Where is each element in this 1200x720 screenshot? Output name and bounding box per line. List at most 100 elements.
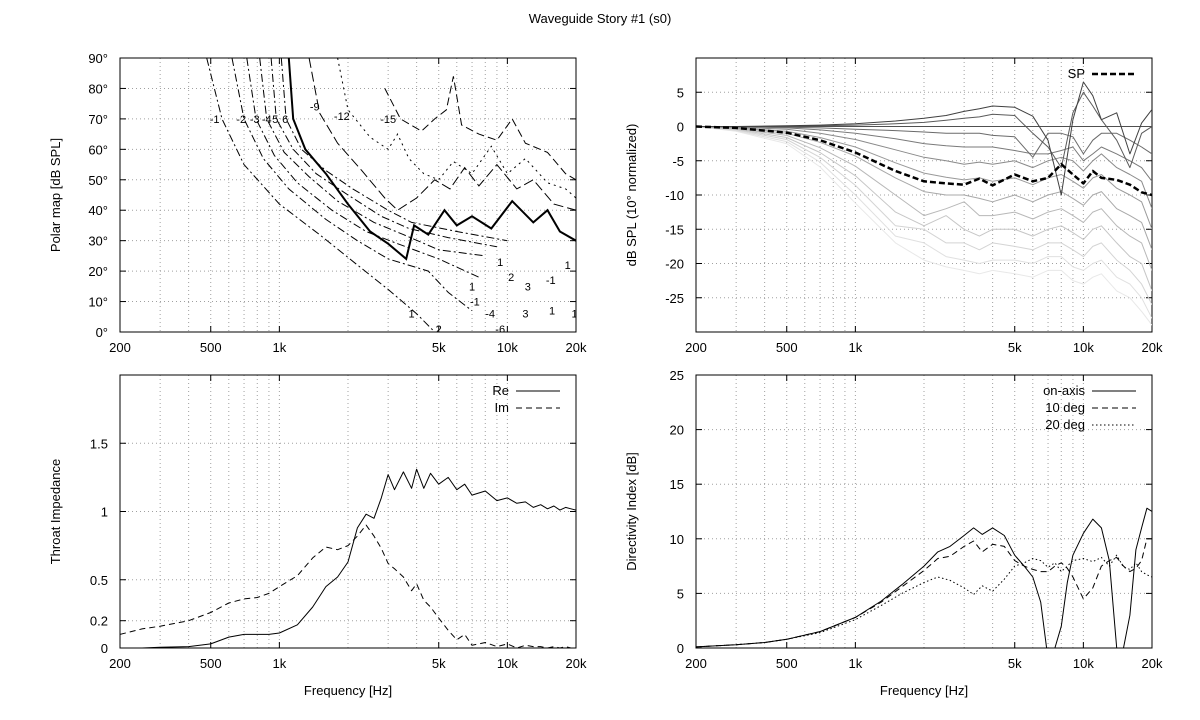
contour-label: -1 [546,275,556,287]
y-axis-label: Polar map [dB SPL] [48,138,63,252]
y-tick-label: 0° [96,325,108,340]
y-tick-label: 0.5 [90,573,108,588]
y-tick-label: 1.5 [90,436,108,451]
y-tick-label: 90° [88,51,108,66]
x-tick-label: 1k [272,656,286,671]
contour-label: 3 [522,309,528,321]
x-tick-label: 20k [566,340,587,355]
x-tick-label: 200 [685,656,707,671]
y-axis-label: Directivity Index [dB] [624,452,639,571]
x-tick-label: 10k [497,656,518,671]
panel-normalized-spl: 200 500 1k 5k 10k 20k 5 0 -5 -10 -15 -20 -25 dB SPL (… [624,57,1163,355]
series-line [696,126,1152,292]
y-tick-label: 0 [677,120,684,135]
x-tick-label: 500 [200,340,222,355]
grid [120,58,576,332]
y-tick-label: 70° [88,112,108,127]
contour-line [384,76,576,181]
x-tick-label: 500 [200,656,222,671]
figure-title: Waveguide Story #1 (s0) [529,11,672,26]
series-line [696,126,1152,319]
contour-label: 2 [436,324,442,336]
y-tick-label: -5 [672,154,684,169]
contour-label: 6 [282,114,288,126]
x-tick-label: 20k [1142,340,1163,355]
contour-label: -15 [380,114,396,126]
y-tick-label: 10 [670,532,684,547]
contour-line [280,58,508,242]
x-axis-label: Frequency [Hz] [880,683,968,698]
x-tick-label: 200 [109,656,131,671]
series-line [696,538,1152,648]
x-tick-label: 10k [1073,656,1094,671]
grid [120,375,576,648]
legend-label: 20 deg [1045,417,1085,432]
x-tick-label: 20k [566,656,587,671]
x-tick-label: 500 [776,656,798,671]
y-tick-label: 1 [101,505,108,520]
legend: Re Im [492,383,560,415]
panel-directivity-index: 200 500 1k 5k 10k 20k 25 20 15 10 5 0 Directivity In… [624,368,1163,698]
y-tick-label: 0.2 [90,614,108,629]
y-tick-label: 15 [670,477,684,492]
x-tick-label: 1k [848,656,862,671]
legend-label: on-axis [1043,383,1085,398]
x-tick-label: 500 [776,340,798,355]
series-line [696,507,1152,648]
contour-line [287,58,576,261]
contour-label: -4 [262,114,272,126]
plot-frame [119,57,577,333]
contour-label: 1 [565,260,571,272]
y-tick-label: -15 [665,222,684,237]
y-tick-label: 0 [101,641,108,656]
y-axis-label: dB SPL (10° normalized) [624,124,639,267]
x-tick-label: 1k [272,340,286,355]
legend-label: SP [1068,66,1085,81]
contour-label: 2 [508,272,514,284]
legend-label: Re [492,383,509,398]
contour-label: -4 [485,309,495,321]
y-tick-label: 30° [88,234,108,249]
x-tick-label: 1k [848,340,862,355]
legend: on-axis 10 deg 20 deg [1043,383,1136,432]
legend: SP [1068,66,1136,81]
series-line [696,81,1152,196]
panel-polar-map: 200 500 1k 5k 10k 20k 0° 10° 20° 30° 40° 50° 60° 70° 8… [48,51,587,355]
series-line [696,126,1152,158]
contour-label: -2 [236,114,246,126]
y-tick-label: 50° [88,173,108,188]
series-line [120,468,576,648]
contour-label: 1 [571,309,577,321]
y-tick-label: 25 [670,368,684,383]
plot-area [696,81,1152,326]
contour-line [246,58,480,278]
contour-label: -9 [310,102,320,114]
legend-label: 10 deg [1045,400,1085,415]
y-tick-label: 40° [88,203,108,218]
x-tick-label: 5k [1008,656,1022,671]
contour-label: -3 [250,114,260,126]
contour-label: -1 [470,297,480,309]
x-tick-label: 5k [432,656,446,671]
series-line [696,126,1152,230]
x-tick-label: 5k [1008,340,1022,355]
grid [696,58,1152,332]
contour-label: 5 [272,114,278,126]
grid [696,375,1152,648]
y-axis-label: Throat Impedance [48,459,63,565]
x-tick-label: 10k [1073,340,1094,355]
series-line [696,126,1152,250]
y-tick-label: 10° [88,295,108,310]
y-tick-label: 5 [677,85,684,100]
contour-label: 3 [525,281,531,293]
y-tick-label: 60° [88,142,108,157]
y-tick-label: -10 [665,188,684,203]
contour-label: -1 [210,114,220,126]
y-tick-label: -20 [665,257,684,272]
contour-label: 1 [408,309,414,321]
contour-line [206,58,436,332]
panel-throat-impedance: 200 500 1k 5k 10k 20k 1.5 1 0.5 0.2 0 Throat Impeda… [48,374,587,698]
y-tick-label: 5 [677,586,684,601]
series-line [120,524,576,648]
